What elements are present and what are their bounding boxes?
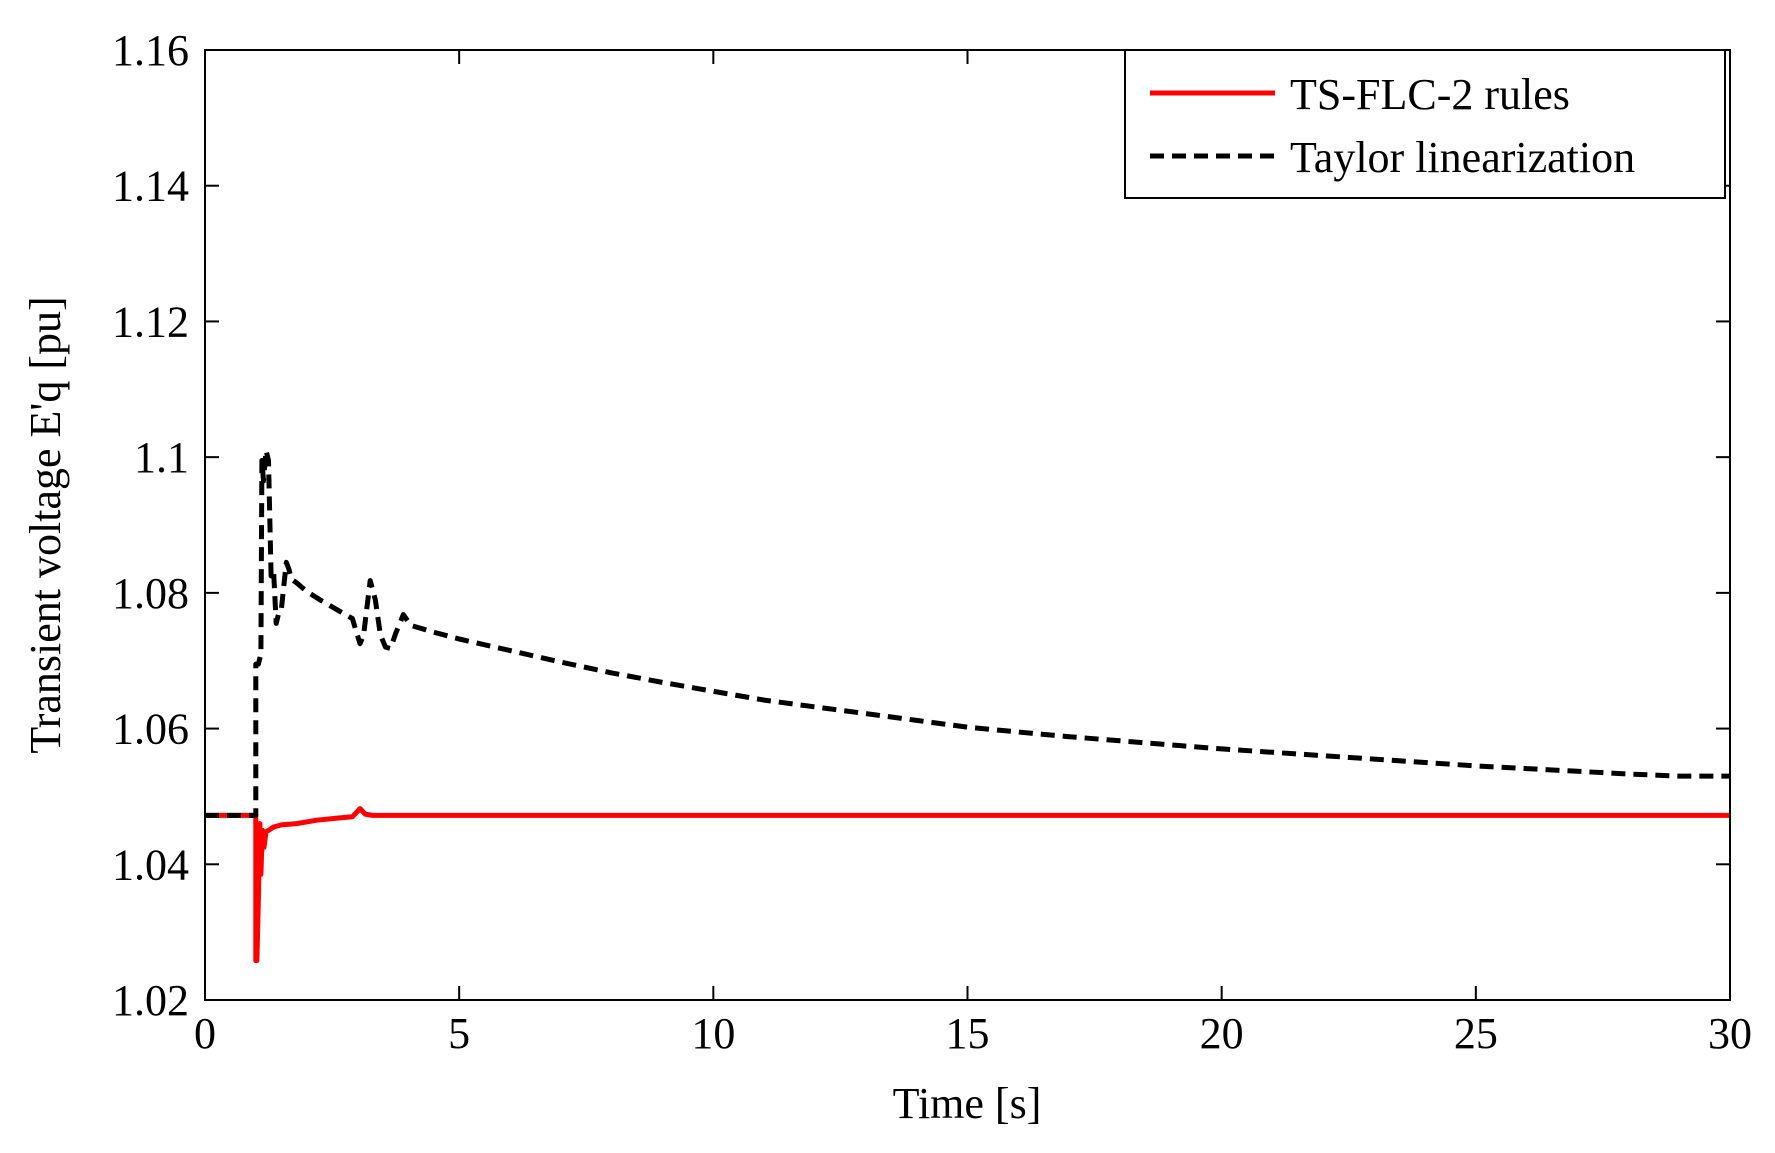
legend-label-taylor: Taylor linearization <box>1290 133 1635 182</box>
x-axis-label: Time [s] <box>893 1079 1042 1128</box>
plot-lines <box>205 447 1730 964</box>
x-tick-label: 25 <box>1454 1009 1498 1058</box>
y-axis: 1.02 1.04 1.06 1.08 1.1 1.12 1.14 1.16 <box>112 26 1730 1025</box>
series-line-ts-flc <box>205 806 1730 964</box>
y-tick-label: 1.06 <box>112 705 189 754</box>
y-tick-label: 1.08 <box>112 569 189 618</box>
y-tick-label: 1.02 <box>112 976 189 1025</box>
legend-label-ts-flc: TS-FLC-2 rules <box>1290 70 1570 119</box>
legend: TS-FLC-2 rules Taylor linearization <box>1124 49 1726 199</box>
y-tick-label: 1.16 <box>112 26 189 75</box>
series-line-taylor <box>205 447 1730 818</box>
y-axis-label: Transient voltage E'q [pu] <box>21 296 70 753</box>
x-tick-label: 15 <box>946 1009 990 1058</box>
x-tick-label: 30 <box>1708 1009 1752 1058</box>
y-tick-label: 1.12 <box>112 297 189 346</box>
x-tick-label: 10 <box>691 1009 735 1058</box>
x-tick-label: 20 <box>1200 1009 1244 1058</box>
x-axis: 0 5 10 15 20 25 30 <box>194 50 1752 1058</box>
legend-box <box>1124 49 1726 199</box>
y-tick-label: 1.1 <box>134 433 189 482</box>
x-tick-label: 5 <box>448 1009 470 1058</box>
y-tick-label: 1.14 <box>112 162 189 211</box>
y-tick-label: 1.04 <box>112 840 189 889</box>
x-tick-label: 0 <box>194 1009 216 1058</box>
